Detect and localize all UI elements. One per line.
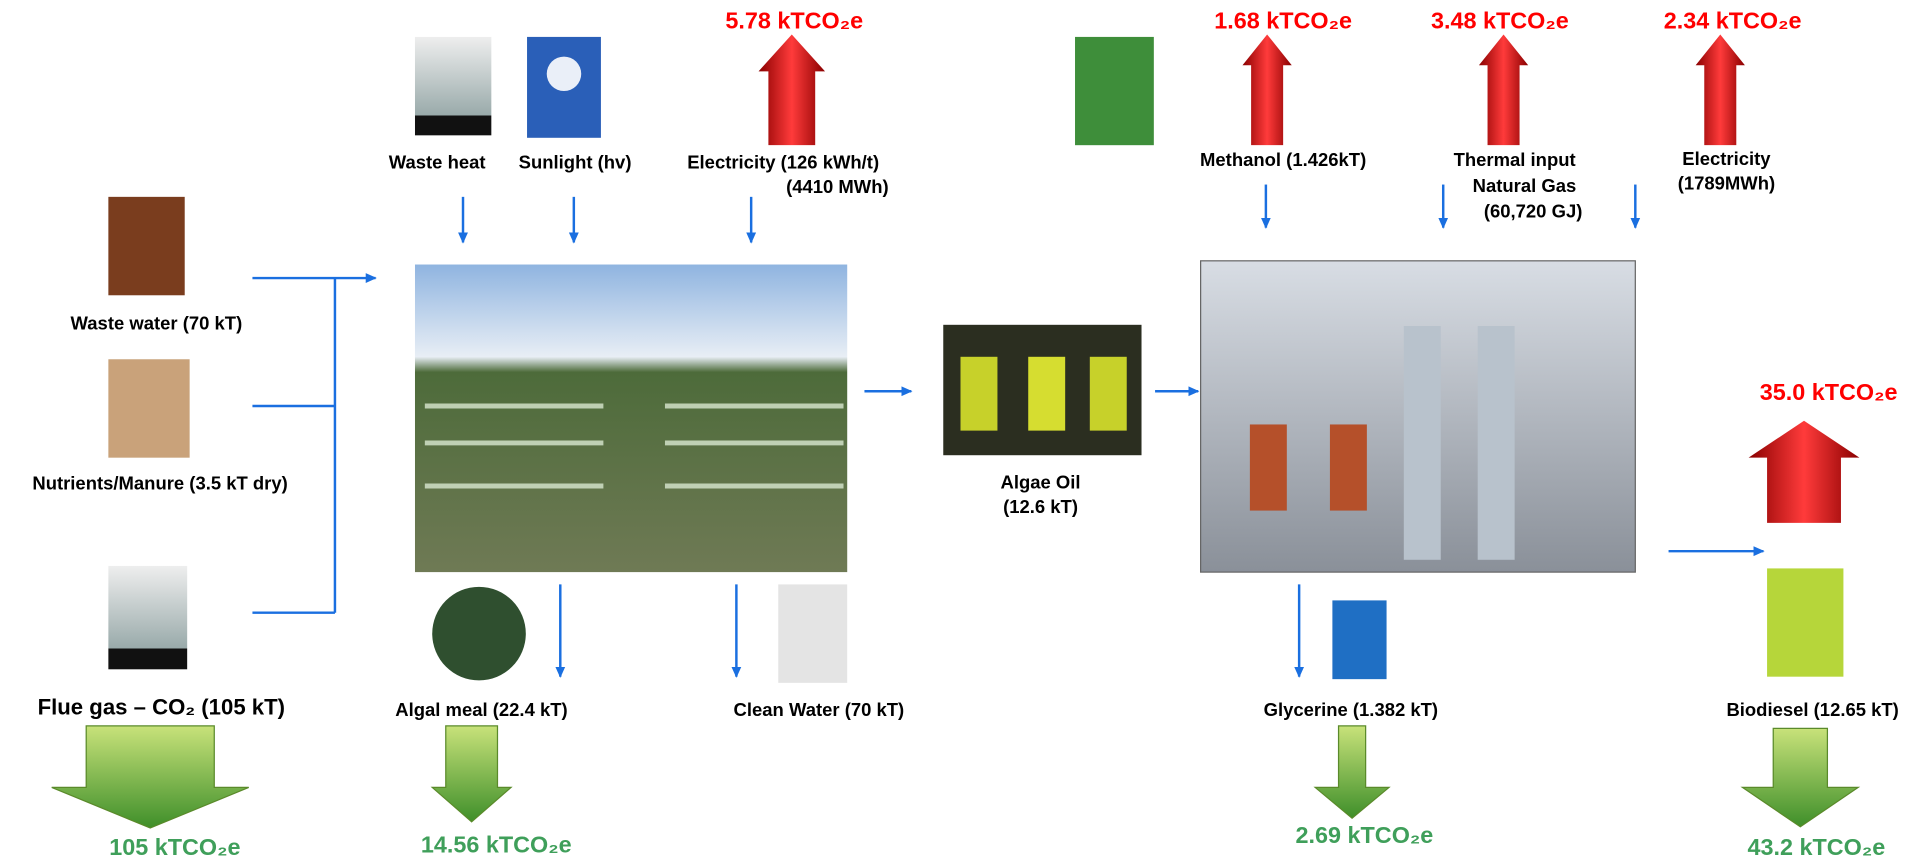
- saving-label: 105 kTCO₂e: [109, 834, 240, 860]
- node-label: Electricity: [1682, 148, 1771, 169]
- node-label: Methanol (1.426kT): [1200, 149, 1366, 170]
- node-label: (1789MWh): [1678, 172, 1775, 193]
- glycerine-image: [1332, 600, 1387, 680]
- node-label: Nutrients/Manure (3.5 kT dry): [32, 473, 287, 494]
- saving-arrow: [1740, 727, 1861, 828]
- emission-arrow: [1695, 34, 1745, 146]
- flue-gas-image: [108, 565, 188, 670]
- node-label: Waste water (70 kT): [71, 313, 243, 334]
- saving-label: 2.69 kTCO₂e: [1296, 822, 1434, 848]
- node-label: Sunlight (hv): [519, 152, 632, 173]
- node-label: Natural Gas: [1473, 175, 1577, 196]
- emission-arrow: [1748, 420, 1860, 523]
- node-label: Algae Oil: [1001, 471, 1081, 492]
- emission-arrow: [758, 34, 826, 146]
- saving-label: 43.2 kTCO₂e: [1747, 834, 1885, 860]
- node-label: Clean Water (70 kT): [734, 699, 905, 720]
- node-label: Flue gas – CO₂ (105 kT): [38, 695, 285, 720]
- node-label: (4410 MWh): [786, 176, 889, 197]
- flow-arrows: [252, 184, 1765, 678]
- node-label: Waste heat: [389, 152, 486, 173]
- emission-label: 5.78 kTCO₂e: [725, 7, 863, 33]
- waste-heat-image: [414, 36, 492, 136]
- node-label: Algal meal (22.4 kT): [395, 699, 567, 720]
- emission-label: 3.48 kTCO₂e: [1431, 7, 1569, 33]
- node-label: (12.6 kT): [1003, 496, 1078, 517]
- node-label: Biodiesel (12.65 kT): [1726, 699, 1898, 720]
- clean-water-image: [778, 584, 848, 683]
- node-label: Glycerine (1.382 kT): [1264, 699, 1438, 720]
- node-label: (60,720 GJ): [1484, 201, 1583, 222]
- node-label: Thermal input: [1454, 149, 1576, 170]
- saving-arrow: [430, 725, 513, 823]
- algal-meal-image: [432, 586, 526, 681]
- saving-arrow: [51, 725, 249, 829]
- node-label: Electricity (126 kWh/t): [687, 152, 879, 173]
- biodiesel-image: [1767, 568, 1844, 677]
- saving-label: 14.56 kTCO₂e: [421, 832, 572, 858]
- emission-arrow: [1242, 34, 1292, 146]
- emission-label: 2.34 kTCO₂e: [1664, 7, 1802, 33]
- emission-label: 35.0 kTCO₂e: [1760, 379, 1898, 405]
- emission-arrow: [1478, 34, 1529, 146]
- emission-label: 1.68 kTCO₂e: [1214, 7, 1352, 33]
- manure-image: [108, 359, 190, 458]
- pictures: [108, 36, 1844, 683]
- pond-image: [414, 264, 848, 573]
- barrels-image: [1075, 36, 1154, 146]
- saving-arrow: [1313, 725, 1391, 819]
- waste-water-image: [108, 196, 185, 296]
